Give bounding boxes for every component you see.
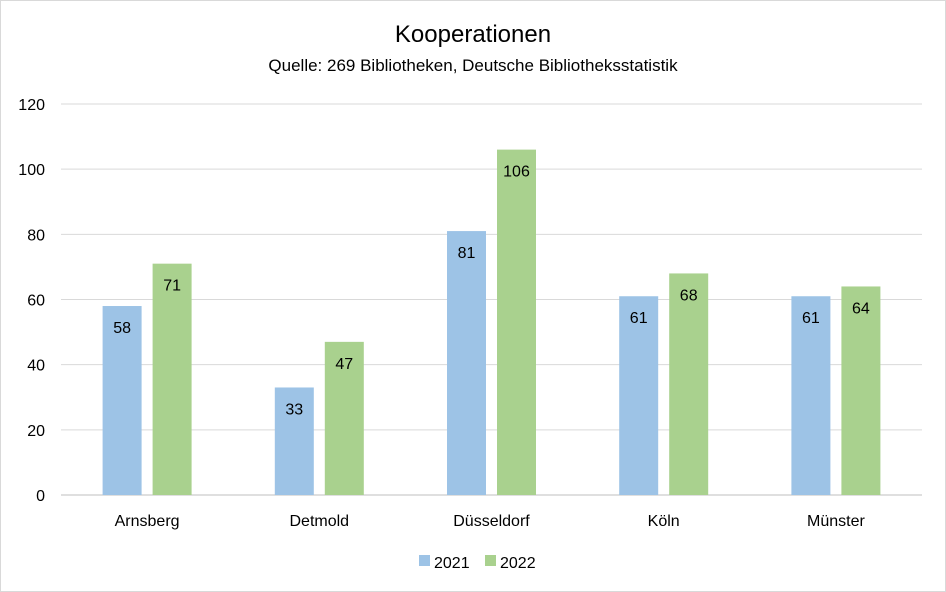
- y-tick-label: 20: [27, 423, 45, 440]
- y-tick-label: 80: [27, 227, 45, 244]
- data-label: 61: [802, 310, 820, 327]
- data-label: 58: [113, 320, 131, 337]
- data-label: 106: [503, 164, 530, 181]
- bar-2022: [324, 341, 364, 495]
- legend-swatch-2022: [485, 555, 496, 566]
- legend-swatch-2021: [419, 555, 430, 566]
- data-label: 68: [680, 287, 698, 304]
- y-tick-label: 120: [18, 97, 45, 114]
- bar-2021: [619, 296, 659, 495]
- chart-title: Kooperationen: [394, 21, 552, 48]
- data-label: 47: [335, 356, 353, 373]
- legend-label: 2021: [434, 555, 470, 572]
- data-label: 33: [285, 401, 303, 418]
- bar-2022: [497, 149, 536, 495]
- bar-2021: [447, 231, 486, 495]
- data-label: 61: [630, 310, 648, 327]
- bar-2021: [274, 387, 314, 495]
- data-label: 81: [458, 245, 476, 262]
- bar-2022: [841, 286, 881, 495]
- data-label: 71: [163, 278, 181, 295]
- x-tick-label: Detmold: [290, 513, 350, 530]
- legend-label: 2022: [500, 555, 536, 572]
- x-tick-label: Düsseldorf: [453, 513, 530, 530]
- x-tick-label: Münster: [807, 513, 865, 530]
- chart-subtitle: Quelle: 269 Bibliotheken, Deutsche Bibli…: [268, 56, 678, 75]
- y-tick-label: 0: [36, 488, 45, 505]
- data-label: 64: [852, 300, 870, 317]
- x-tick-label: Arnsberg: [115, 513, 180, 530]
- y-tick-label: 60: [27, 293, 45, 310]
- y-tick-label: 40: [27, 358, 45, 375]
- bar-2021: [102, 306, 142, 495]
- x-tick-label: Köln: [648, 513, 680, 530]
- y-tick-label: 100: [18, 162, 45, 179]
- bar-2021: [791, 296, 831, 495]
- bar-2022: [152, 263, 192, 495]
- bar-2022: [669, 273, 709, 495]
